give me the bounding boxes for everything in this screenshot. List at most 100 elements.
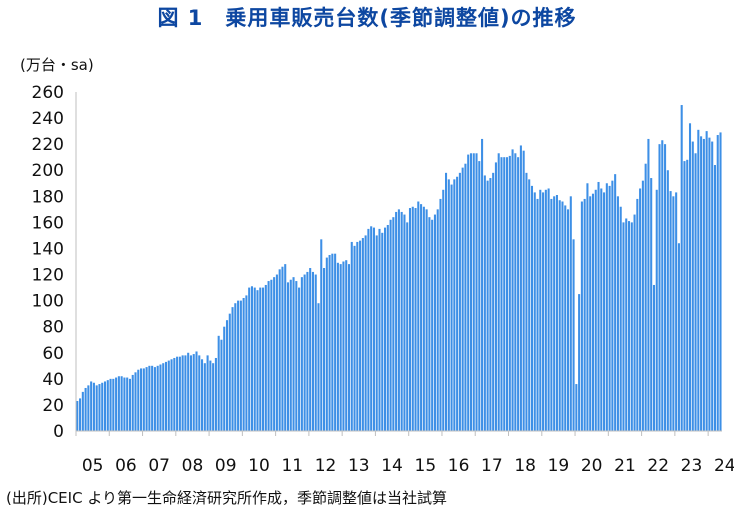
bar <box>553 196 556 431</box>
bar <box>400 211 403 431</box>
bar <box>350 241 353 431</box>
bar <box>237 300 240 431</box>
bar <box>622 222 625 431</box>
bar <box>469 153 473 431</box>
bar <box>137 369 140 431</box>
bar <box>378 228 381 431</box>
bar <box>406 222 409 431</box>
bar <box>688 123 692 431</box>
bar <box>672 196 675 431</box>
bar <box>370 226 373 431</box>
bar <box>353 245 356 431</box>
bar <box>334 253 337 431</box>
bar <box>580 201 583 431</box>
bar <box>331 253 334 431</box>
bar <box>683 161 686 431</box>
bar <box>375 235 378 431</box>
bar <box>578 294 581 431</box>
bar <box>242 298 245 431</box>
bar <box>142 368 145 431</box>
x-tick-label: 24 <box>714 456 734 476</box>
y-tick-label: 160 <box>32 213 64 233</box>
bar <box>644 163 647 431</box>
bar <box>323 268 326 431</box>
bar <box>686 159 689 432</box>
chart-title: 図 1 乗用車販売台数(季節調整値)の推移 <box>157 6 577 30</box>
bar <box>95 385 98 431</box>
bar <box>528 179 531 431</box>
bar <box>431 219 434 431</box>
bar <box>655 189 658 431</box>
bar <box>658 144 661 431</box>
bar <box>500 157 503 431</box>
bar <box>719 132 722 432</box>
bar <box>439 198 442 431</box>
bar <box>589 196 592 431</box>
bar <box>625 218 628 431</box>
bar <box>517 157 520 431</box>
bar <box>248 287 251 431</box>
bar <box>128 378 131 431</box>
x-tick-label: 05 <box>82 456 104 476</box>
source-note: (出所)CEIC より第一生命経済研究所作成，季節調整値は当社試算 <box>6 489 448 507</box>
bar <box>486 180 489 431</box>
bar <box>411 206 414 431</box>
bar <box>583 198 586 431</box>
bar <box>503 157 506 431</box>
bar <box>270 279 273 431</box>
x-tick-label: 23 <box>681 456 703 476</box>
bar <box>286 282 290 431</box>
bar <box>76 401 79 431</box>
bar <box>630 222 633 431</box>
bar <box>112 378 115 431</box>
bar <box>303 274 306 431</box>
bar <box>611 180 614 431</box>
bar <box>184 355 187 431</box>
x-tick-label: 18 <box>514 456 536 476</box>
bar <box>539 189 542 431</box>
bar <box>445 172 448 431</box>
bar <box>250 286 253 431</box>
bar <box>134 372 137 431</box>
bar <box>542 192 545 431</box>
bar <box>661 140 664 432</box>
x-axis: 05 06 07 08 09 10 11 12 13 14 15 16 17 18 19 20 21 22 23 24 <box>75 430 734 476</box>
bar <box>594 189 597 431</box>
x-tick-label: 08 <box>182 456 204 476</box>
bar <box>591 193 595 431</box>
y-tick-label: 40 <box>42 370 64 390</box>
bar <box>627 221 631 431</box>
bar <box>267 281 270 431</box>
bar <box>292 277 295 431</box>
bar <box>425 209 428 431</box>
bar <box>564 205 567 431</box>
bar <box>472 153 475 431</box>
bar <box>298 287 301 431</box>
bar <box>245 295 248 431</box>
bar <box>98 384 101 431</box>
x-tick-label: 13 <box>348 456 370 476</box>
bar <box>131 374 134 431</box>
bar <box>201 359 204 431</box>
bar <box>652 284 656 431</box>
bar <box>187 352 190 431</box>
bar <box>522 150 525 432</box>
bar <box>198 355 201 431</box>
x-tick-label: 10 <box>248 456 270 476</box>
bar <box>126 377 129 431</box>
bar <box>206 355 209 431</box>
bar <box>711 141 714 432</box>
x-tick-label: 22 <box>647 456 669 476</box>
bar <box>386 224 389 431</box>
bar <box>392 217 395 431</box>
bar <box>278 269 281 431</box>
bar <box>181 355 184 431</box>
bar <box>151 365 154 431</box>
x-tick-label: 15 <box>415 456 437 476</box>
bar <box>259 287 262 431</box>
y-tick-label: 80 <box>42 318 64 338</box>
bar <box>264 284 267 431</box>
bar <box>428 217 431 431</box>
bar <box>223 326 226 431</box>
bar <box>422 206 425 431</box>
